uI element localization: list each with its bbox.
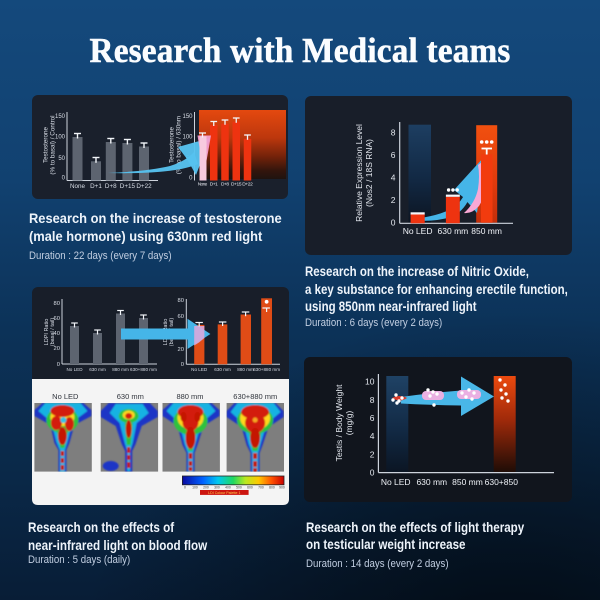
svg-text:Testis / Body Weight: Testis / Body Weight — [334, 384, 344, 461]
svg-text:630+880 mm: 630+880 mm — [233, 392, 277, 401]
svg-text:4: 4 — [370, 431, 375, 441]
svg-text:0: 0 — [189, 176, 193, 182]
svg-text:400: 400 — [225, 486, 231, 490]
svg-text:(% to basal) / 630nm: (% to basal) / 630nm — [176, 116, 183, 174]
svg-text:0: 0 — [57, 362, 60, 368]
svg-text:(% to basal) / Control: (% to basal) / Control — [50, 115, 57, 174]
svg-text:600: 600 — [247, 486, 253, 490]
svg-text:LDPI Ratio: LDPI Ratio — [44, 319, 50, 346]
svg-text:80: 80 — [54, 301, 60, 307]
svg-text:(basal / tail): (basal / tail) — [50, 318, 56, 347]
svg-text:No LED: No LED — [381, 477, 411, 487]
svg-text:150: 150 — [55, 114, 66, 120]
svg-text:0: 0 — [62, 176, 66, 182]
svg-text:880 mm: 880 mm — [237, 367, 254, 372]
svg-text:8: 8 — [370, 395, 375, 405]
svg-text:8: 8 — [391, 127, 396, 137]
svg-text:880 mm: 880 mm — [112, 367, 129, 372]
svg-text:D+15: D+15 — [231, 182, 242, 188]
svg-text:Testosterone: Testosterone — [169, 126, 176, 163]
svg-text:0: 0 — [184, 486, 186, 490]
svg-text:300: 300 — [214, 486, 220, 490]
svg-text:630 mm: 630 mm — [438, 226, 469, 236]
svg-text:850 mm: 850 mm — [471, 226, 502, 236]
svg-text:630+880 mm: 630+880 mm — [130, 367, 157, 372]
svg-text:0: 0 — [181, 362, 184, 368]
svg-text:630 mm: 630 mm — [214, 367, 231, 372]
svg-text:500: 500 — [236, 486, 242, 490]
svg-text:900: 900 — [279, 486, 285, 490]
svg-text:100: 100 — [192, 486, 198, 490]
svg-text:Relative Expression Level: Relative Expression Level — [354, 124, 364, 222]
svg-text:(Nos2 / 18S RNA): (Nos2 / 18S RNA) — [364, 139, 374, 207]
svg-text:D+22: D+22 — [242, 182, 253, 188]
svg-text:D+15: D+15 — [120, 183, 136, 190]
svg-text:100: 100 — [182, 135, 193, 141]
svg-text:700: 700 — [258, 486, 264, 490]
svg-text:40: 40 — [54, 331, 60, 337]
svg-text:0: 0 — [391, 218, 396, 228]
svg-text:None: None — [70, 183, 86, 190]
svg-text:D+1: D+1 — [90, 183, 102, 190]
svg-text:20: 20 — [54, 346, 60, 352]
svg-text:2: 2 — [370, 449, 375, 459]
svg-text:150: 150 — [182, 114, 193, 120]
svg-text:630+880 mm: 630+880 mm — [253, 367, 280, 372]
svg-text:630 mm: 630 mm — [89, 367, 106, 372]
svg-text:6: 6 — [370, 413, 375, 423]
svg-text:D+22: D+22 — [136, 183, 152, 190]
svg-text:D+1: D+1 — [210, 182, 218, 188]
svg-text:80: 80 — [178, 298, 184, 304]
svg-text:60: 60 — [178, 314, 184, 320]
svg-text:D+8: D+8 — [221, 182, 229, 188]
svg-text:850 mm: 850 mm — [452, 477, 483, 487]
svg-text:0: 0 — [370, 468, 375, 478]
svg-text:60: 60 — [54, 316, 60, 322]
svg-text:No LED: No LED — [66, 367, 83, 372]
svg-text:630+850: 630+850 — [485, 477, 519, 487]
svg-text:6: 6 — [391, 150, 396, 160]
svg-text:100: 100 — [55, 135, 66, 141]
svg-text:630 mm: 630 mm — [117, 392, 144, 401]
svg-text:10: 10 — [365, 377, 375, 387]
svg-text:50: 50 — [58, 156, 65, 162]
svg-text:LDI Colour Palette 1: LDI Colour Palette 1 — [208, 491, 240, 495]
svg-text:D+8: D+8 — [105, 183, 117, 190]
svg-text:No LED: No LED — [52, 392, 79, 401]
svg-text:880 mm: 880 mm — [176, 392, 203, 401]
svg-text:630 mm: 630 mm — [416, 477, 447, 487]
svg-text:(mg/g): (mg/g) — [344, 411, 354, 436]
svg-text:No LED: No LED — [403, 226, 433, 236]
svg-text:4: 4 — [391, 173, 396, 183]
svg-text:800: 800 — [269, 486, 275, 490]
svg-text:200: 200 — [203, 486, 209, 490]
svg-text:20: 20 — [178, 347, 184, 353]
svg-text:Testosterone: Testosterone — [43, 126, 50, 163]
svg-text:No LED: No LED — [191, 367, 208, 372]
svg-text:None: None — [198, 182, 208, 188]
svg-text:2: 2 — [391, 195, 396, 205]
